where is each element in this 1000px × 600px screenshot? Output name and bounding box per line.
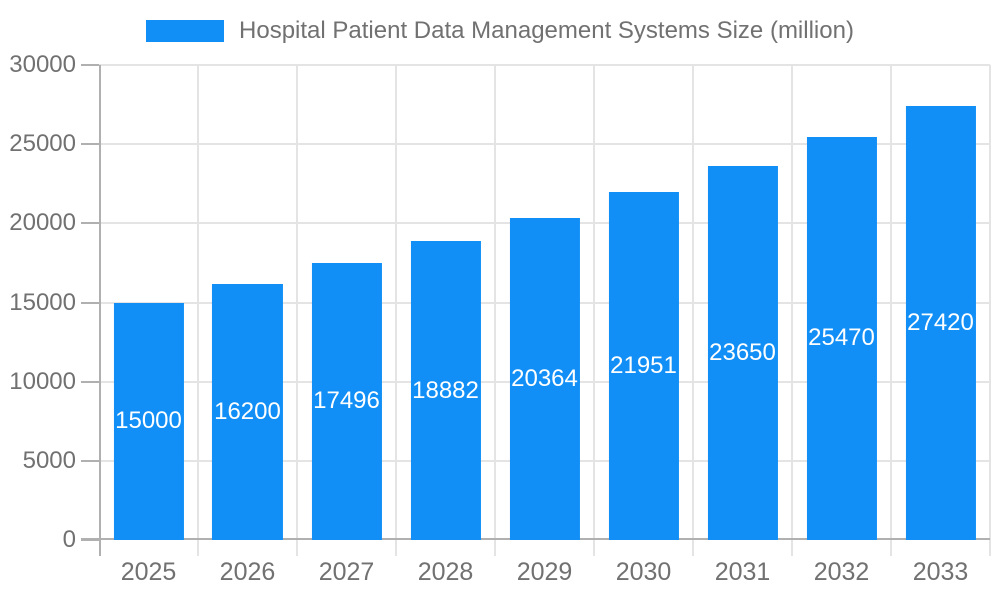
bar-value-label: 21951 xyxy=(610,352,677,380)
v-gridline xyxy=(691,65,694,540)
x-tick-label: 2026 xyxy=(219,558,276,586)
x-tick-label: 2028 xyxy=(417,558,474,586)
y-tick-label: 15000 xyxy=(9,288,76,316)
h-gridline xyxy=(99,64,990,66)
bar: 25470 xyxy=(806,136,877,540)
y-tick-label: 20000 xyxy=(9,209,76,237)
bar-value-label: 23650 xyxy=(709,338,776,366)
bar: 18882 xyxy=(410,241,481,540)
v-gridline xyxy=(493,65,496,540)
x-tick-mark xyxy=(493,540,496,556)
y-tick-label: 0 xyxy=(62,526,76,553)
v-gridline xyxy=(593,65,595,540)
bar: 21951 xyxy=(608,192,679,540)
bar-value-label: 18882 xyxy=(412,376,479,404)
bar: 20364 xyxy=(509,217,580,540)
y-tick-label: 30000 xyxy=(9,51,76,78)
y-tick-mark xyxy=(81,64,99,66)
x-tick-mark xyxy=(889,540,892,556)
x-tick-label: 2030 xyxy=(615,558,672,586)
x-tick-label: 2025 xyxy=(120,558,177,586)
bar: 15000 xyxy=(113,302,184,540)
x-axis-labels: 2025 2026 2027 2028 2029 2030 2031 2032 2033 xyxy=(99,557,990,589)
legend-swatch[interactable] xyxy=(146,20,225,42)
x-tick-mark xyxy=(989,540,991,556)
bar-value-label: 25470 xyxy=(808,324,875,352)
bar: 23650 xyxy=(707,165,778,540)
v-gridline xyxy=(791,65,793,540)
v-gridline xyxy=(989,65,991,540)
v-gridline xyxy=(196,65,199,540)
y-tick-label: 5000 xyxy=(22,446,76,474)
v-gridline xyxy=(295,65,298,540)
y-tick-mark xyxy=(81,222,99,225)
h-gridline xyxy=(99,143,990,146)
y-tick-mark xyxy=(81,459,99,462)
x-tick-label: 2027 xyxy=(318,558,375,586)
bar-value-label: 27420 xyxy=(907,308,974,336)
x-tick-mark xyxy=(295,540,298,556)
y-axis-line xyxy=(99,65,101,556)
y-tick-label: 25000 xyxy=(9,130,76,158)
bar-value-label: 20364 xyxy=(511,364,578,392)
bar-value-label: 17496 xyxy=(313,387,380,415)
bar: 27420 xyxy=(905,105,976,540)
bar: 16200 xyxy=(212,283,283,540)
v-gridline xyxy=(394,65,397,540)
y-tick-mark xyxy=(81,380,99,383)
y-tick-mark xyxy=(81,143,99,146)
bar-value-label: 15000 xyxy=(115,407,182,435)
x-tick-label: 2029 xyxy=(516,558,573,586)
plot-area: 15000 16200 17496 18882 20364 21951 23650 25470… xyxy=(81,64,991,556)
x-tick-label: 2031 xyxy=(714,558,771,586)
x-tick-mark xyxy=(196,540,199,556)
legend[interactable]: Hospital Patient Data Management Systems… xyxy=(0,17,1000,45)
v-gridline xyxy=(889,65,892,540)
y-tick-mark xyxy=(81,301,99,304)
x-tick-mark xyxy=(791,540,793,556)
x-tick-label: 2032 xyxy=(813,558,870,586)
y-axis-labels: 0 5000 10000 15000 20000 25000 30000 xyxy=(0,51,76,553)
y-tick-label: 10000 xyxy=(9,367,76,395)
x-tick-mark xyxy=(691,540,694,556)
x-tick-mark xyxy=(593,540,595,556)
bar: 17496 xyxy=(311,262,382,540)
x-tick-mark xyxy=(394,540,397,556)
x-tick-label: 2033 xyxy=(912,558,969,586)
bar-value-label: 16200 xyxy=(214,397,281,425)
legend-label: Hospital Patient Data Management Systems… xyxy=(239,17,854,44)
y-tick-mark xyxy=(81,539,99,541)
